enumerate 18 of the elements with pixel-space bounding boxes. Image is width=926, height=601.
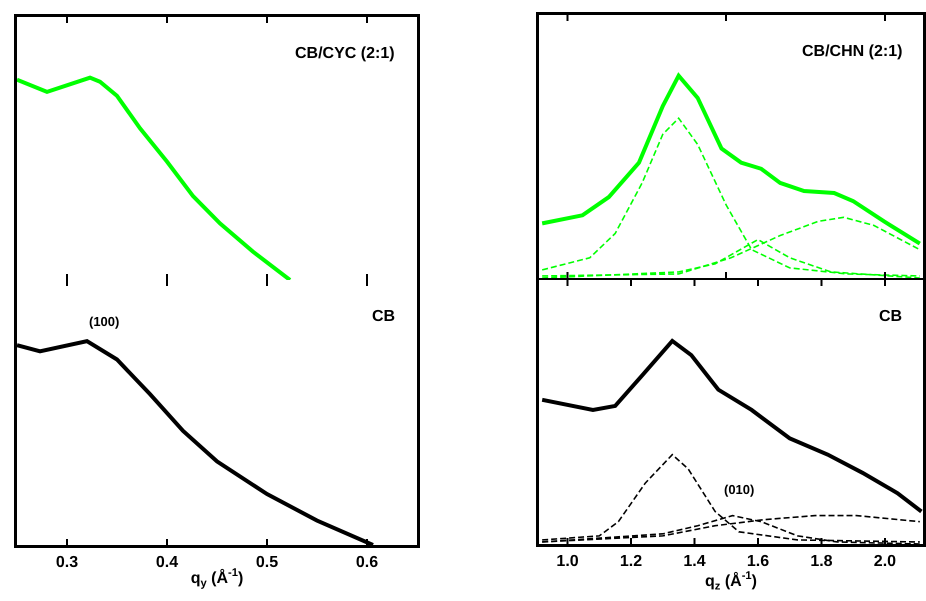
chart-title: CB (879, 308, 902, 325)
x-tick-label: 0.6 (356, 554, 378, 572)
x-tick-label: 0.4 (156, 554, 178, 572)
x-axis-title: q$_{z}$ (Å$^{-1}$) (705, 570, 757, 592)
x-axis-title: q$_{y}$ (Å$^{-1}$) (190, 567, 244, 590)
text: (100) (89, 314, 120, 329)
x-tick-label: 1.4 (683, 553, 706, 570)
x-tick-label: 1.0 (556, 553, 579, 570)
chart-title: CB/CYC (2:1) (295, 45, 395, 62)
x-tick-label: 1.8 (810, 553, 833, 570)
x-tick-label: 1.2 (620, 553, 642, 570)
x-tick-label: 0.5 (256, 554, 278, 572)
annotation: (010) (724, 482, 754, 497)
x-tick-label: 0.3 (56, 554, 78, 572)
chart-title: CB (372, 308, 396, 325)
chart-title: CB/CHN (2:1) (802, 43, 902, 60)
x-tick-label: 2.0 (874, 553, 896, 570)
x-tick-label: 1.6 (746, 553, 770, 570)
